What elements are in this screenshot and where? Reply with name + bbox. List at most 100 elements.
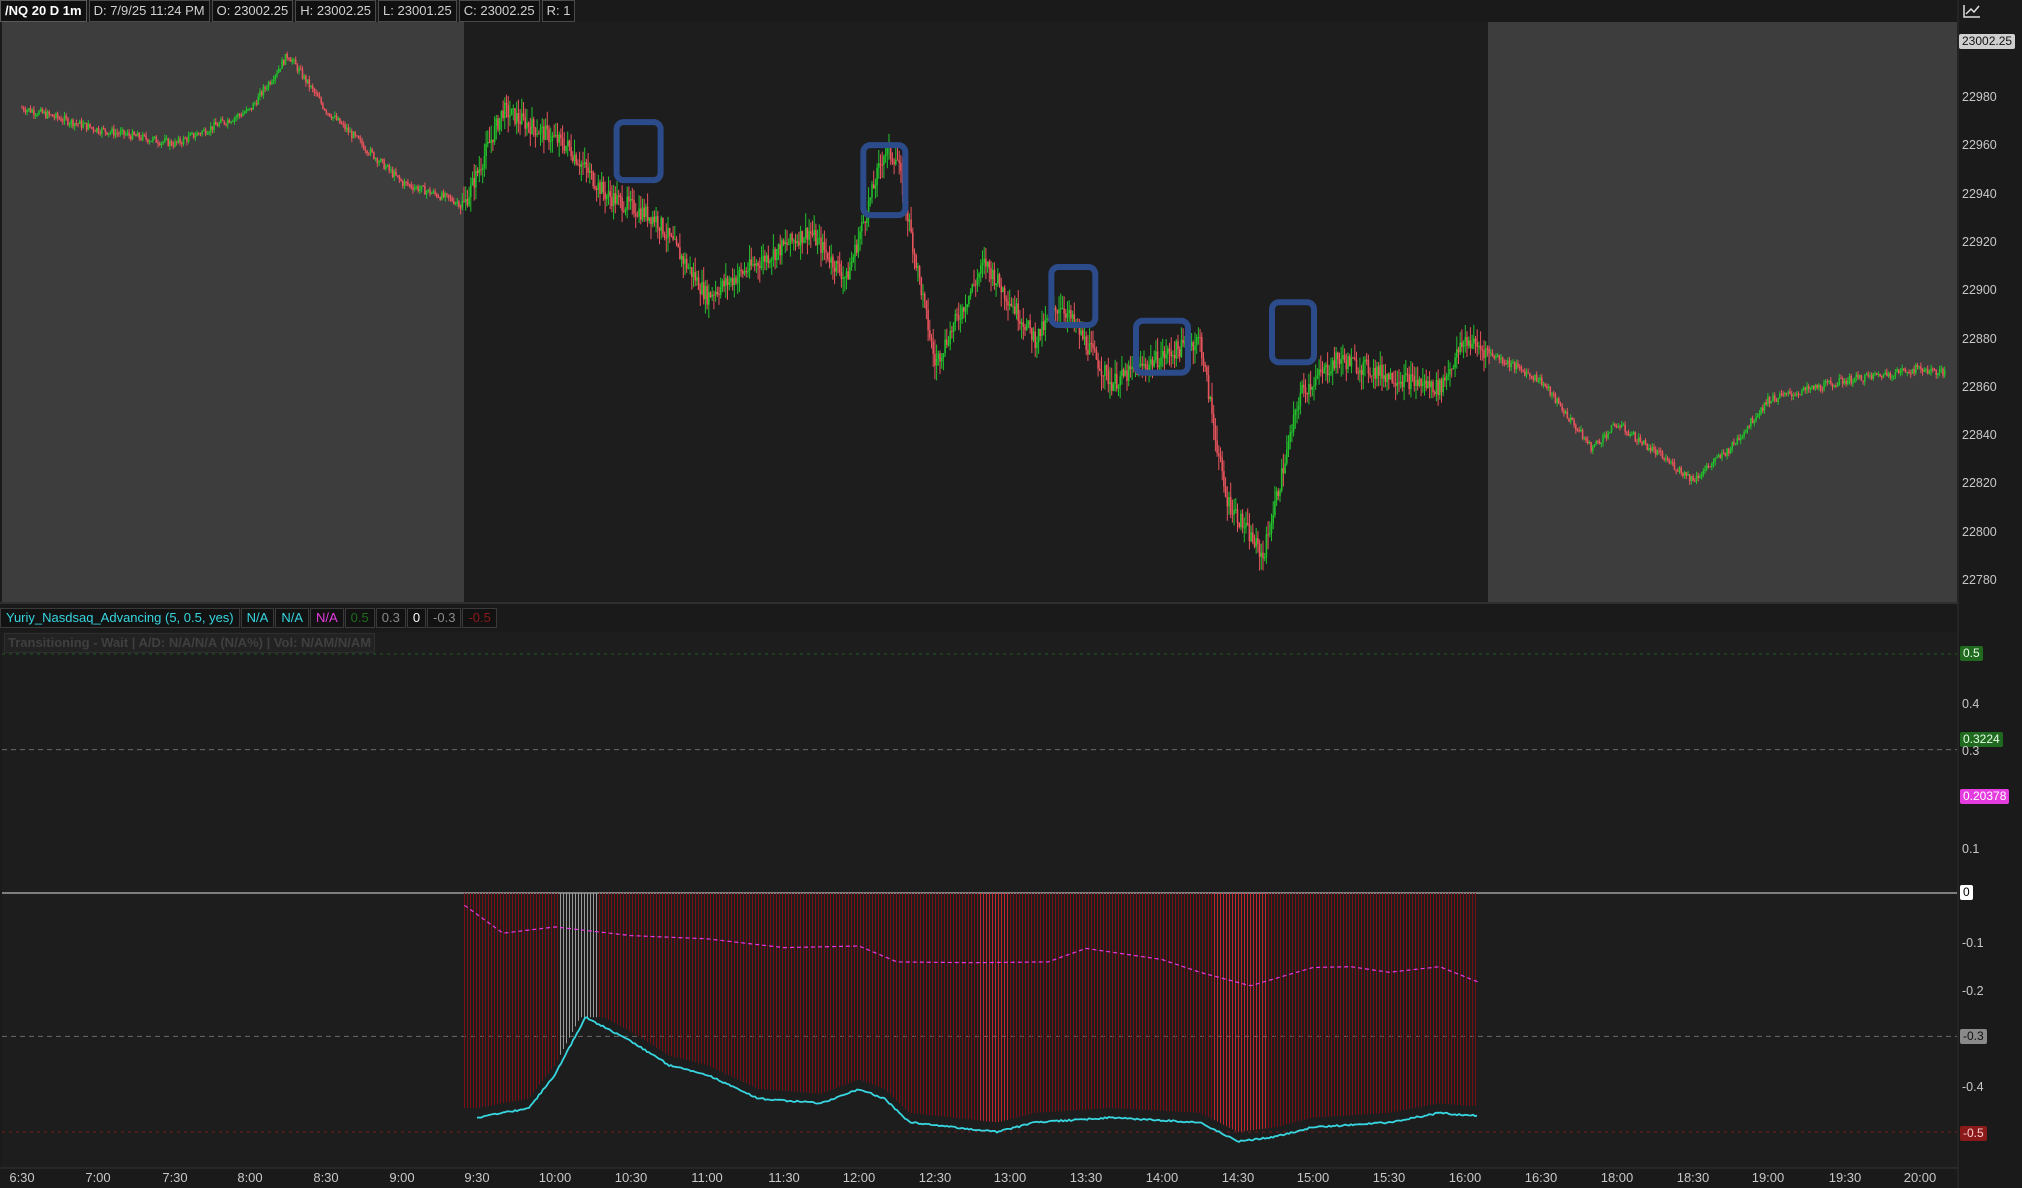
price-candle — [611, 197, 613, 206]
price-candle — [1767, 397, 1769, 405]
price-candle — [1626, 431, 1628, 434]
price-candle — [872, 184, 875, 189]
price-candle — [288, 58, 290, 60]
drawing-tools-icon[interactable] — [1962, 2, 1982, 20]
price-candle — [1644, 440, 1647, 444]
price-candle — [186, 138, 188, 142]
price-candle — [215, 122, 217, 125]
price-candle — [1716, 456, 1718, 458]
price-candle — [218, 122, 220, 127]
indicator-value-2: N/A — [275, 608, 309, 628]
price-candle — [216, 124, 219, 127]
time-axis-label: 16:30 — [1524, 1170, 1558, 1185]
price-candle — [1852, 382, 1854, 384]
price-candle — [73, 123, 76, 127]
price-candle — [1216, 440, 1218, 454]
price-candle — [487, 141, 489, 144]
price-candle — [833, 267, 836, 272]
price-candle — [1894, 372, 1897, 377]
price-candle — [1258, 543, 1261, 557]
price-candle — [685, 258, 688, 269]
price-candle — [660, 218, 662, 231]
price-candle — [1864, 375, 1866, 382]
price-candle — [223, 120, 226, 124]
price-candle — [485, 143, 487, 156]
time-axis-label: 16:00 — [1448, 1170, 1482, 1185]
price-candle — [1165, 354, 1167, 359]
price-candle — [624, 208, 627, 212]
price-candle — [1287, 441, 1290, 450]
price-candle — [82, 123, 84, 128]
price-candle — [1636, 441, 1638, 443]
price-candle — [1721, 452, 1723, 458]
price-candle — [971, 284, 974, 292]
price-candle — [1918, 366, 1920, 368]
price-candle — [1551, 393, 1553, 396]
price-candle — [276, 72, 278, 76]
price-candle — [267, 82, 270, 89]
price-candle — [1546, 385, 1548, 389]
price-candle — [1925, 368, 1927, 370]
price-candle — [1008, 303, 1011, 306]
price-candle — [735, 277, 737, 284]
price-candle — [711, 294, 713, 298]
price-candle — [1241, 513, 1244, 528]
price-candle — [237, 114, 239, 117]
price-candle — [1870, 375, 1873, 379]
price-candle — [1231, 513, 1234, 515]
indicator-name[interactable]: Yuriy_Nasdsaq_Advancing (5, 0.5, yes) — [0, 608, 240, 628]
price-candle — [374, 158, 377, 160]
price-candle — [1590, 442, 1592, 452]
price-candle — [1303, 384, 1305, 388]
price-candle — [228, 119, 231, 123]
price-candle — [816, 238, 819, 246]
price-candle — [1777, 398, 1779, 402]
price-candle — [396, 175, 399, 177]
price-candle — [1799, 394, 1801, 396]
price-candle — [1291, 431, 1293, 433]
price-candle — [1717, 455, 1720, 457]
price-candle — [1658, 450, 1660, 452]
symbol-label[interactable]: /NQ 20 D 1m — [0, 0, 87, 22]
low-readout: L: 23001.25 — [378, 0, 457, 22]
price-candle — [1124, 370, 1127, 376]
price-candle — [145, 135, 147, 140]
price-candle — [1063, 308, 1065, 314]
price-candle — [1139, 363, 1142, 365]
price-candle — [48, 111, 50, 115]
price-candle — [1229, 496, 1232, 514]
price-candle — [1061, 308, 1064, 310]
price-candle — [233, 117, 236, 122]
price-candle — [1850, 375, 1852, 384]
price-candle — [468, 197, 470, 206]
price-candle — [527, 122, 530, 127]
price-candle — [152, 137, 154, 141]
price-candle — [1223, 471, 1225, 487]
price-candle — [1643, 440, 1645, 445]
price-candle — [1175, 341, 1178, 359]
price-candle — [1444, 377, 1446, 381]
price-candle — [196, 132, 198, 136]
price-candle — [1398, 382, 1400, 384]
price-candle — [1758, 413, 1761, 416]
price-candle — [687, 267, 690, 269]
price-candle — [1015, 303, 1018, 314]
price-candle — [1289, 432, 1291, 442]
price-candle — [879, 163, 882, 165]
price-candle — [1022, 322, 1025, 327]
price-candle — [793, 240, 795, 242]
price-candle — [208, 132, 210, 134]
price-candle — [1348, 356, 1351, 367]
price-candle — [1760, 407, 1762, 414]
price-candle — [439, 197, 441, 200]
price-candle — [1648, 448, 1650, 451]
price-candle — [1228, 496, 1230, 507]
price-candle — [1836, 384, 1839, 387]
price-candle — [165, 138, 168, 140]
price-candle — [755, 262, 758, 266]
price-candle — [458, 201, 460, 207]
price-candle — [56, 113, 59, 118]
price-candle — [1411, 374, 1414, 376]
price-candle — [959, 319, 962, 321]
